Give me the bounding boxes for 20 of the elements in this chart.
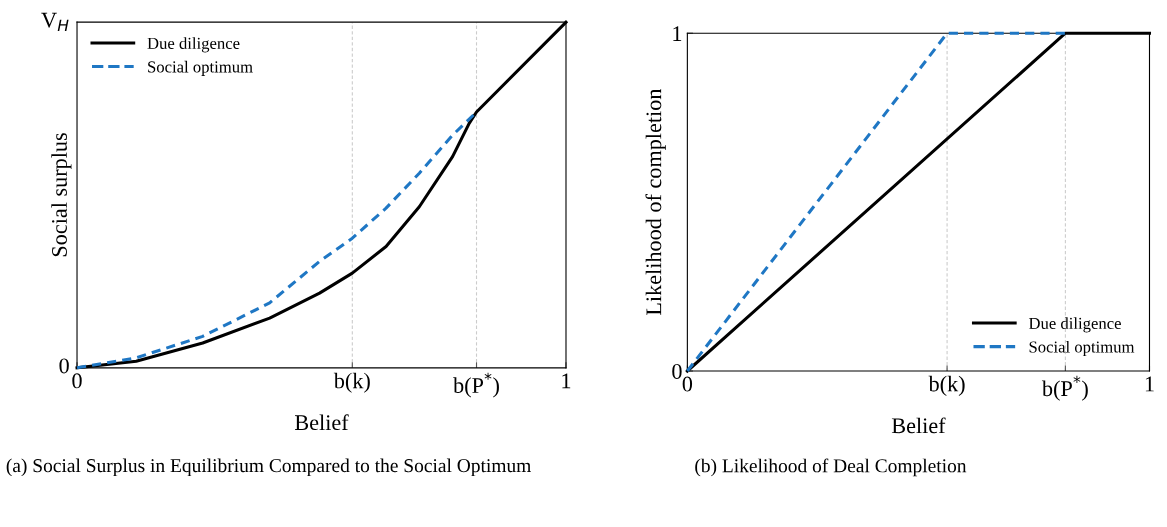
- x-tick-label: b(k): [928, 375, 965, 397]
- text: (a) Social Surplus in Equilibrium Compared to the Social Optimum: [6, 458, 532, 477]
- x-tick-label: 0: [72, 373, 82, 389]
- y-axis-title: Likelihood of completion: [645, 88, 666, 316]
- x-tick-label: b(P$^{*}$): [453, 372, 499, 398]
- x-tick-label: b(P$^{*}$): [1041, 375, 1088, 401]
- x-tick-label: b(k): [333, 372, 370, 393]
- legend-label: Due diligence: [1028, 317, 1121, 333]
- x-axis-title: Belief: [891, 417, 946, 434]
- x-tick-label: 1: [562, 373, 571, 389]
- text: V$_{H}$: [41, 12, 69, 32]
- legend-label: Social optimum: [1029, 340, 1135, 357]
- x-tick-label: 1: [1145, 376, 1154, 392]
- text: 0: [59, 358, 69, 374]
- x-axis-title: Belief: [295, 414, 349, 431]
- y-axis-title: Social surplus: [51, 133, 72, 257]
- legend-label: Due diligence: [147, 37, 240, 53]
- text: (b) Likelihood of Deal Completion: [695, 458, 967, 477]
- legend-label: Social optimum: [148, 60, 253, 76]
- x-tick-label: 0: [682, 376, 693, 392]
